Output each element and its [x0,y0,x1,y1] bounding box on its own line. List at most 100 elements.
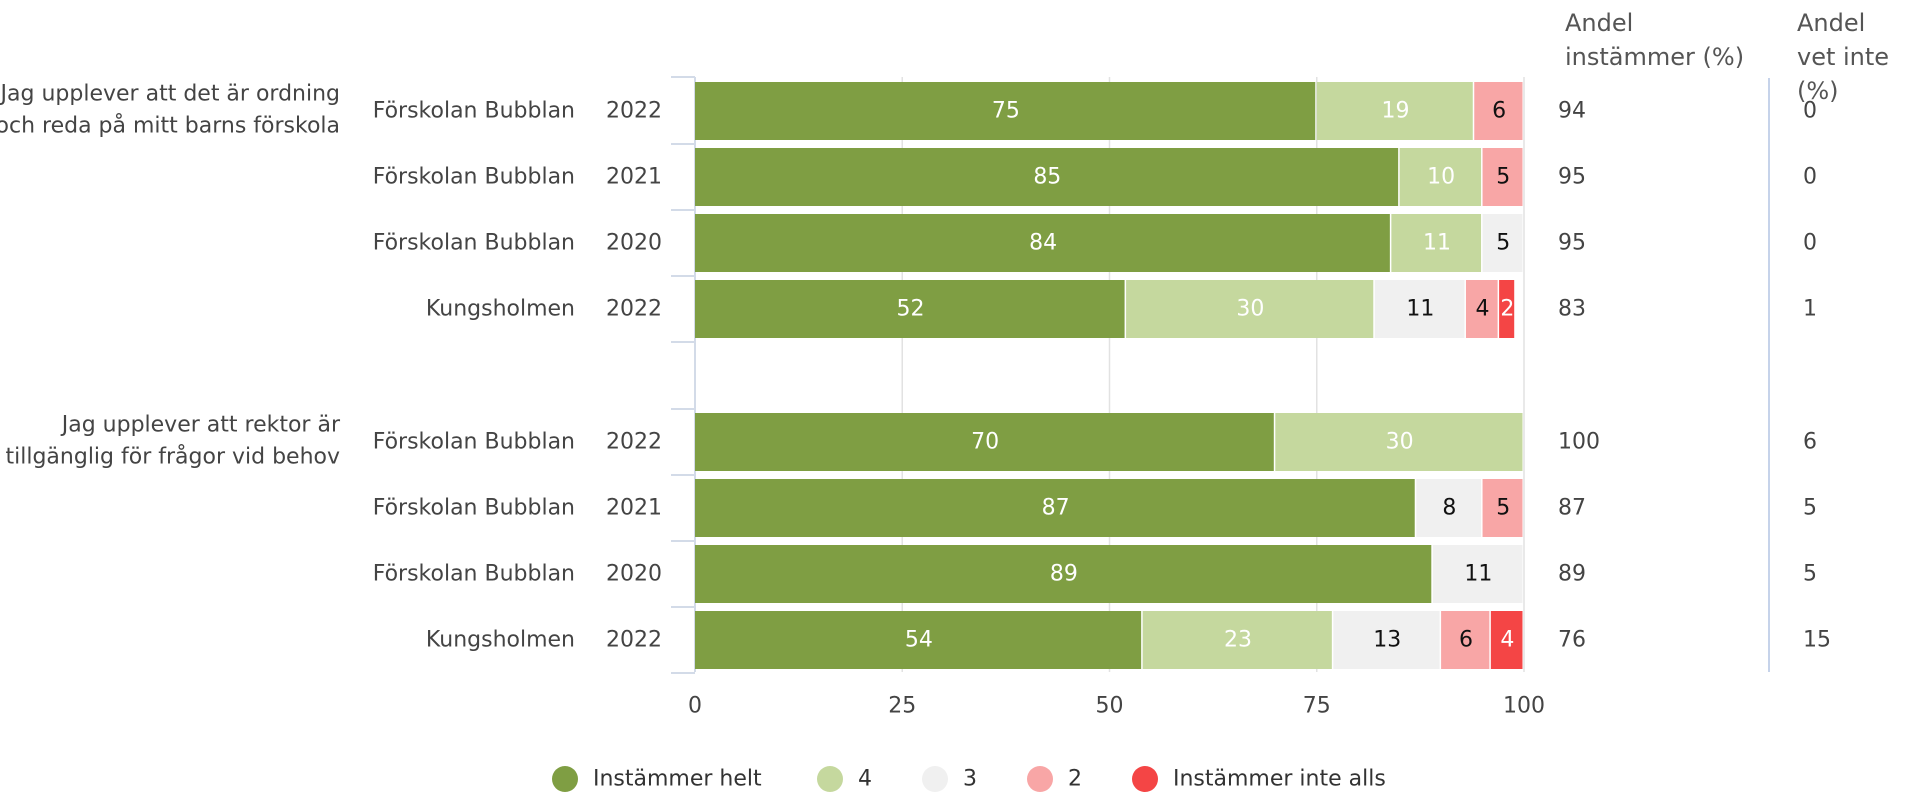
bar-segment [1126,280,1374,338]
bar-data-label: 11 [1406,297,1434,322]
legend-label: Instämmer helt [593,767,762,792]
bar-data-label: 6 [1492,99,1506,124]
bar-data-label: 52 [897,297,925,322]
legend-marker [1027,766,1053,792]
row-year-label: 2020 [606,562,662,587]
row-unit-label: Förskolan Bubblan [373,496,575,521]
legend-marker [552,766,578,792]
legend-marker [922,766,948,792]
bar-segment [1432,545,1523,603]
header-andel-instammer-line1: Andel [1565,9,1634,37]
andel-instammer-value: 89 [1558,562,1586,587]
header-andel-vet-inte-line2: vet inte (%) [1797,43,1890,105]
x-tick-label: 50 [1096,694,1124,719]
bar-segment [1399,148,1482,206]
andel-instammer-value: 76 [1558,628,1586,653]
andel-vet-inte-value: 0 [1803,231,1817,256]
andel-instammer-value: 94 [1558,99,1586,124]
andel-instammer-value: 95 [1558,231,1586,256]
bar-data-label: 5 [1496,231,1510,256]
bar-data-label: 89 [1050,562,1078,587]
legend-marker [1132,766,1158,792]
x-tick-label: 25 [888,694,916,719]
row-year-label: 2021 [606,165,662,190]
bar-data-label: 75 [992,99,1020,124]
header-andel-vet-inte: Andel vet inte (%) [1797,6,1925,108]
row-unit-label: Kungsholmen [426,628,575,653]
row-year-label: 2020 [606,231,662,256]
bar-segment [1482,479,1523,537]
bar-segment [695,479,1415,537]
bar-segment [695,82,1316,140]
bar-segment [695,413,1274,471]
x-tick-label: 100 [1503,694,1545,719]
row-unit-label: Förskolan Bubblan [373,165,575,190]
bar-data-label: 30 [1236,297,1264,322]
legend-marker [817,766,843,792]
bar-segment [1482,148,1523,206]
row-unit-label: Kungsholmen [426,297,575,322]
andel-vet-inte-value: 1 [1803,297,1817,322]
bar-data-label: 87 [1042,496,1070,521]
legend-label: Instämmer inte alls [1173,767,1386,792]
andel-vet-inte-value: 15 [1803,628,1831,653]
andel-instammer-value: 95 [1558,165,1586,190]
bar-data-label: 70 [971,430,999,455]
andel-vet-inte-value: 0 [1803,99,1817,124]
row-year-label: 2021 [606,496,662,521]
bar-data-label: 84 [1029,231,1057,256]
andel-vet-inte-value: 5 [1803,562,1817,587]
x-tick-label: 0 [688,694,702,719]
bar-segment [1275,413,1523,471]
question-label: Jag upplever att det är ordning [0,82,340,107]
question-label: Jag upplever att rektor är [60,413,341,438]
row-year-label: 2022 [606,628,662,653]
bar-segment [1333,611,1440,669]
legend-label: 2 [1068,767,1082,792]
andel-vet-inte-value: 0 [1803,165,1817,190]
legend-label: 3 [963,767,977,792]
bar-segment [695,545,1432,603]
header-andel-instammer-line2: instämmer (%) [1565,43,1745,71]
bar-data-label: 8 [1442,496,1456,521]
bar-data-label: 5 [1496,496,1510,521]
andel-instammer-value: 100 [1558,430,1600,455]
bar-data-label: 10 [1427,165,1455,190]
bar-segment [1482,214,1523,272]
row-year-label: 2022 [606,430,662,455]
bar-segment [1465,280,1498,338]
bar-data-label: 6 [1459,628,1473,653]
bar-data-label: 11 [1423,231,1451,256]
header-andel-instammer: Andel instämmer (%) [1565,6,1744,74]
bar-data-label: 30 [1386,430,1414,455]
andel-vet-inte-value: 5 [1803,496,1817,521]
bar-data-label: 2 [1500,297,1514,322]
andel-instammer-value: 83 [1558,297,1586,322]
bar-segment [1499,280,1515,338]
bar-data-label: 85 [1033,165,1061,190]
header-andel-vet-inte-line1: Andel [1797,9,1866,37]
bar-data-label: 54 [905,628,933,653]
bar-data-label: 4 [1500,628,1514,653]
legend-label: 4 [858,767,872,792]
bar-data-label: 4 [1476,297,1490,322]
bar-data-label: 13 [1373,628,1401,653]
bar-data-label: 23 [1224,628,1252,653]
andel-instammer-value: 87 [1558,496,1586,521]
bar-segment [1316,82,1473,140]
question-label: och reda på mitt barns förskola [0,113,340,139]
bar-segment [1490,611,1523,669]
bar-data-label: 11 [1464,562,1492,587]
bar-segment [695,280,1125,338]
question-label: tillgänglig för frågor vid behov [6,444,341,470]
row-unit-label: Förskolan Bubblan [373,430,575,455]
bar-segment [1441,611,1490,669]
bar-data-label: 19 [1382,99,1410,124]
row-unit-label: Förskolan Bubblan [373,231,575,256]
bar-segment [695,148,1399,206]
bar-segment [1391,214,1482,272]
bar-segment [1474,82,1523,140]
andel-vet-inte-value: 6 [1803,430,1817,455]
bar-segment [1374,280,1465,338]
x-tick-label: 75 [1303,694,1331,719]
